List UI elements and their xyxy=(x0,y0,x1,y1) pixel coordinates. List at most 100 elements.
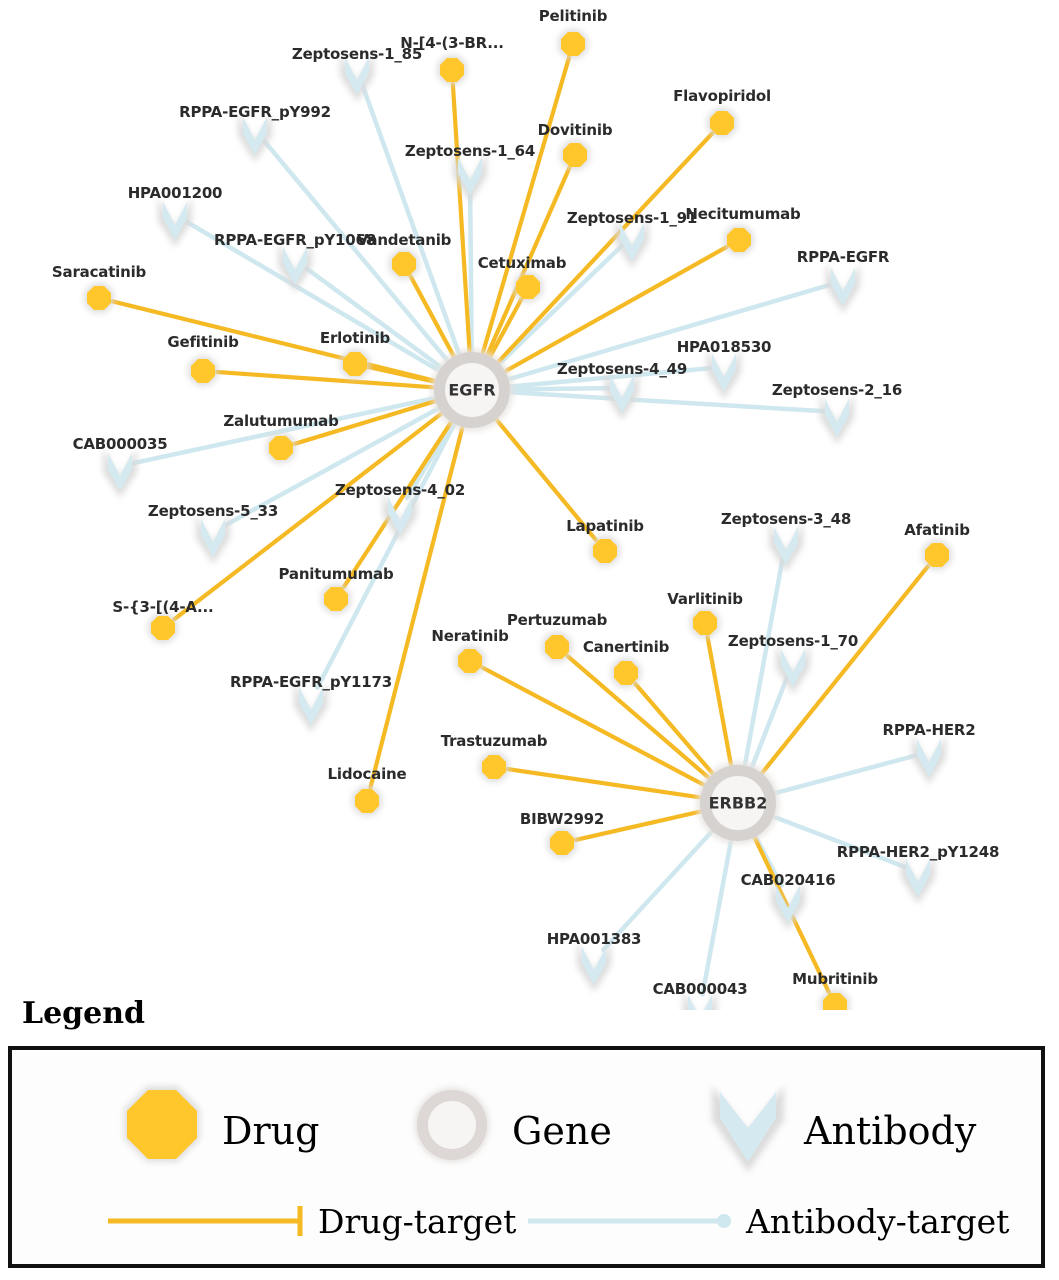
drug-node[interactable] xyxy=(148,613,178,643)
network-edge xyxy=(760,810,908,870)
drug-node[interactable] xyxy=(84,283,114,313)
antibody-node[interactable] xyxy=(294,682,328,732)
antibody-target-edge-icon xyxy=(528,1214,731,1228)
drug-node-label: Pertuzumab xyxy=(506,611,608,629)
drug-node[interactable] xyxy=(547,828,577,858)
legend-label-drug: Drug xyxy=(222,1108,320,1153)
network-edge xyxy=(171,403,454,622)
network-edge xyxy=(492,244,729,380)
antibody-node[interactable] xyxy=(901,854,935,904)
network-edge xyxy=(184,219,452,380)
network-edge xyxy=(359,80,466,368)
antibody-node[interactable] xyxy=(453,152,487,202)
antibody-node[interactable] xyxy=(820,394,854,444)
network-edge xyxy=(633,681,724,786)
drug-node[interactable] xyxy=(820,990,850,1010)
drug-node-label: Varlitinib xyxy=(667,590,743,608)
legend-box: Drug Gene Antibody Drug-target xyxy=(8,1046,1045,1268)
network-edge xyxy=(494,282,832,385)
drug-node-label: Afatinib xyxy=(904,521,970,539)
drug-node[interactable] xyxy=(479,752,509,782)
antibody-node-label: CAB000043 xyxy=(652,980,748,998)
drug-node[interactable] xyxy=(437,55,467,85)
drug-node[interactable] xyxy=(266,433,296,463)
drug-node[interactable] xyxy=(560,140,590,170)
drug-node-label: Neratinib xyxy=(431,627,509,645)
network-edge xyxy=(408,274,462,370)
drug-node-label: Lidocaine xyxy=(327,765,407,783)
antibody-node[interactable] xyxy=(103,448,137,498)
network-edge xyxy=(467,181,475,367)
drug-node[interactable] xyxy=(922,540,952,570)
antibody-node[interactable] xyxy=(707,349,741,399)
antibody-node[interactable] xyxy=(776,644,810,694)
antibody-node-label: Zeptosens-3_48 xyxy=(720,510,852,528)
antibody-node[interactable] xyxy=(615,218,649,268)
network-edge xyxy=(740,551,786,780)
network-edge xyxy=(487,131,715,374)
antibody-node-label: Zeptosens-1_85 xyxy=(291,45,423,63)
drug-node-label: S-{3-[(4-A... xyxy=(112,598,214,616)
drug-node[interactable] xyxy=(558,29,588,59)
legend-item-antibody: Antibody xyxy=(702,1078,976,1183)
network-edge xyxy=(214,369,449,391)
drug-node-label: N-[4-(3-BR... xyxy=(400,34,504,52)
drug-node[interactable] xyxy=(611,658,641,688)
drug-node[interactable] xyxy=(352,786,382,816)
antibody-node[interactable] xyxy=(238,112,272,162)
antibody-node-label: Zeptosens-2_16 xyxy=(771,381,903,399)
network-edge xyxy=(480,665,718,793)
gene-node-label: ERBB2 xyxy=(708,793,768,813)
drug-node[interactable] xyxy=(690,608,720,638)
gene-node[interactable] xyxy=(431,349,513,431)
antibody-node[interactable] xyxy=(577,942,611,992)
antibody-node[interactable] xyxy=(771,880,805,930)
drug-node[interactable] xyxy=(389,249,419,279)
network-edge xyxy=(505,766,715,802)
drug-node[interactable] xyxy=(724,225,754,255)
network-edge xyxy=(705,634,736,780)
antibody-node[interactable] xyxy=(158,197,192,247)
network-edge xyxy=(745,672,791,782)
antibody-node[interactable] xyxy=(605,370,639,420)
gene-node-label: EGFR xyxy=(448,380,496,400)
drug-node[interactable] xyxy=(513,272,543,302)
legend-item-antibody-target: Antibody-target xyxy=(524,1198,1009,1244)
drug-node-label: Lapatinib xyxy=(566,517,644,535)
drug-node[interactable] xyxy=(321,584,351,614)
antibody-node[interactable] xyxy=(196,514,230,564)
drug-node[interactable] xyxy=(340,349,370,379)
antibody-node[interactable] xyxy=(278,242,312,292)
drug-node[interactable] xyxy=(542,632,572,662)
antibody-node[interactable] xyxy=(912,734,946,784)
network-edge xyxy=(223,400,452,528)
antibody-node[interactable] xyxy=(683,990,717,1010)
network-edge xyxy=(131,393,449,466)
legend-label-antibody: Antibody xyxy=(804,1108,977,1153)
drug-node-label: Canertinib xyxy=(582,638,670,656)
drug-node[interactable] xyxy=(455,646,485,676)
antibody-node[interactable] xyxy=(769,522,803,572)
network-edge xyxy=(495,366,713,390)
drug-node-label: Saracatinib xyxy=(51,263,147,281)
antibody-node-label: RPPA-EGFR xyxy=(796,248,890,266)
antibody-node[interactable] xyxy=(383,492,417,542)
drug-node-label: Cetuximab xyxy=(477,254,567,272)
antibody-node-label: HPA001200 xyxy=(127,184,223,202)
network-edge xyxy=(752,563,931,785)
antibody-node-label: HPA001383 xyxy=(546,930,642,948)
legend-item-drug-target: Drug-target xyxy=(104,1198,516,1244)
drug-node[interactable] xyxy=(707,108,737,138)
drug-node-label: BIBW2992 xyxy=(519,810,605,828)
antibody-node[interactable] xyxy=(340,52,374,102)
gene-node[interactable] xyxy=(697,762,779,844)
legend-shapes-row: Drug Gene Antibody xyxy=(12,1068,1041,1186)
network-edge xyxy=(495,389,826,414)
drug-node-label: Zalutumumab xyxy=(223,412,339,430)
network-edge xyxy=(488,243,625,375)
drug-node[interactable] xyxy=(590,536,620,566)
drug-node[interactable] xyxy=(188,356,218,386)
antibody-node[interactable] xyxy=(826,263,860,313)
antibody-node-label: RPPA-EGFR_pY992 xyxy=(179,103,331,121)
antibody-node-label: HPA018530 xyxy=(676,338,772,356)
